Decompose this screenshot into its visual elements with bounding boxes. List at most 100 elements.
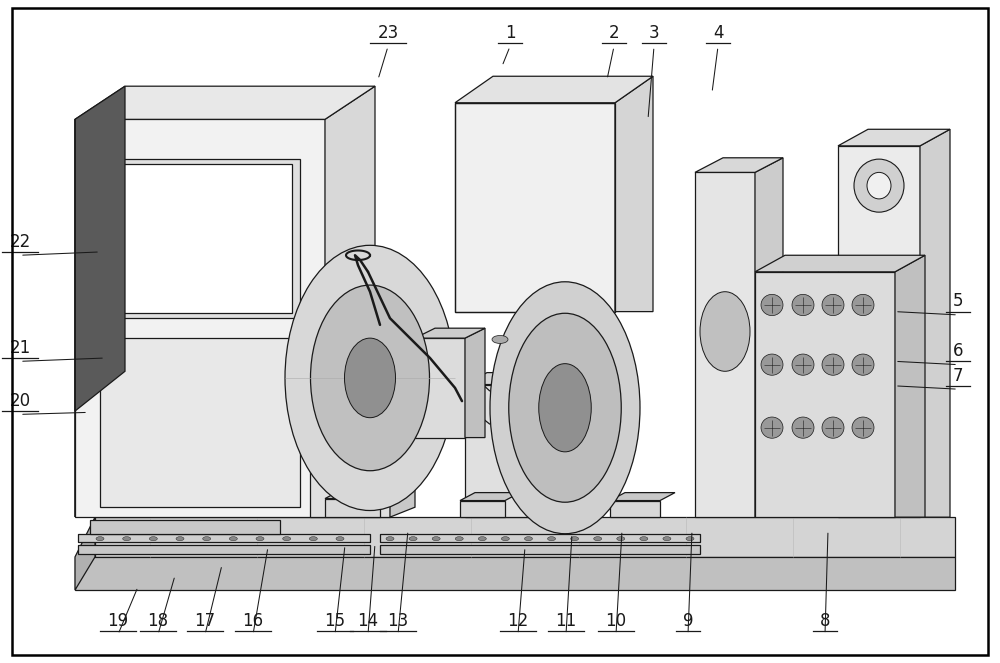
Polygon shape (920, 129, 950, 517)
Polygon shape (75, 86, 375, 119)
Ellipse shape (852, 354, 874, 375)
Ellipse shape (501, 537, 509, 541)
Polygon shape (695, 172, 755, 517)
Ellipse shape (524, 537, 532, 541)
Ellipse shape (617, 537, 625, 541)
Text: 16: 16 (242, 612, 264, 630)
Polygon shape (415, 328, 485, 338)
Polygon shape (75, 119, 325, 517)
Polygon shape (455, 103, 615, 312)
Polygon shape (390, 278, 415, 517)
Polygon shape (78, 545, 370, 554)
Ellipse shape (792, 294, 814, 316)
Polygon shape (455, 76, 653, 103)
Polygon shape (108, 164, 292, 313)
Ellipse shape (149, 537, 157, 541)
Ellipse shape (867, 172, 891, 199)
Ellipse shape (548, 537, 556, 541)
Ellipse shape (283, 537, 291, 541)
Ellipse shape (792, 354, 814, 375)
Polygon shape (610, 493, 675, 501)
Text: 4: 4 (713, 24, 723, 42)
Polygon shape (465, 373, 552, 385)
Polygon shape (310, 292, 390, 517)
Text: 19: 19 (107, 612, 129, 630)
Ellipse shape (822, 294, 844, 316)
Text: 9: 9 (683, 612, 693, 630)
Polygon shape (310, 278, 415, 292)
Ellipse shape (761, 354, 783, 375)
Ellipse shape (761, 417, 783, 438)
Text: 14: 14 (357, 612, 379, 630)
Polygon shape (755, 158, 783, 517)
Text: 11: 11 (555, 612, 577, 630)
Polygon shape (380, 534, 700, 542)
Ellipse shape (686, 537, 694, 541)
Ellipse shape (854, 159, 904, 212)
Text: 5: 5 (953, 292, 963, 310)
Text: 17: 17 (194, 612, 216, 630)
Polygon shape (100, 159, 300, 318)
Polygon shape (465, 328, 485, 438)
Ellipse shape (256, 537, 264, 541)
Polygon shape (75, 517, 95, 590)
Text: 2: 2 (609, 24, 619, 42)
Text: 22: 22 (9, 233, 31, 251)
Polygon shape (530, 373, 552, 517)
Ellipse shape (509, 313, 621, 503)
Polygon shape (838, 146, 920, 517)
Ellipse shape (761, 294, 783, 316)
Text: 1: 1 (505, 24, 515, 42)
Ellipse shape (539, 363, 591, 452)
Polygon shape (838, 129, 950, 146)
Ellipse shape (822, 354, 844, 375)
Text: 20: 20 (9, 392, 31, 410)
Ellipse shape (229, 537, 237, 541)
Polygon shape (615, 76, 653, 312)
Ellipse shape (640, 537, 648, 541)
Ellipse shape (792, 417, 814, 438)
Ellipse shape (123, 537, 131, 541)
Ellipse shape (409, 537, 417, 541)
Ellipse shape (203, 537, 211, 541)
Text: 18: 18 (147, 612, 169, 630)
Ellipse shape (852, 294, 874, 316)
Polygon shape (610, 501, 660, 517)
Ellipse shape (492, 335, 508, 343)
Text: 23: 23 (377, 24, 399, 42)
Polygon shape (325, 491, 395, 499)
Ellipse shape (176, 537, 184, 541)
Polygon shape (75, 557, 955, 590)
Ellipse shape (571, 537, 579, 541)
Polygon shape (895, 255, 925, 517)
Text: 3: 3 (649, 24, 659, 42)
Ellipse shape (455, 537, 463, 541)
Text: 15: 15 (324, 612, 346, 630)
Ellipse shape (478, 537, 486, 541)
Ellipse shape (663, 537, 671, 541)
Ellipse shape (852, 417, 874, 438)
Text: 10: 10 (605, 612, 627, 630)
Ellipse shape (490, 282, 640, 534)
Polygon shape (695, 158, 783, 172)
Polygon shape (78, 534, 370, 542)
Polygon shape (465, 385, 530, 517)
Ellipse shape (96, 537, 104, 541)
Text: 8: 8 (820, 612, 830, 630)
Polygon shape (755, 272, 895, 517)
Text: 13: 13 (387, 612, 409, 630)
Text: 21: 21 (9, 339, 31, 357)
Ellipse shape (336, 537, 344, 541)
Ellipse shape (532, 335, 548, 343)
Polygon shape (90, 520, 280, 534)
Polygon shape (460, 493, 520, 501)
Polygon shape (460, 501, 505, 517)
Ellipse shape (344, 338, 396, 418)
Text: 12: 12 (507, 612, 529, 630)
Text: 7: 7 (953, 367, 963, 385)
Polygon shape (75, 86, 125, 411)
Polygon shape (755, 255, 925, 272)
Ellipse shape (310, 285, 430, 471)
Polygon shape (325, 499, 380, 517)
Polygon shape (415, 338, 465, 438)
